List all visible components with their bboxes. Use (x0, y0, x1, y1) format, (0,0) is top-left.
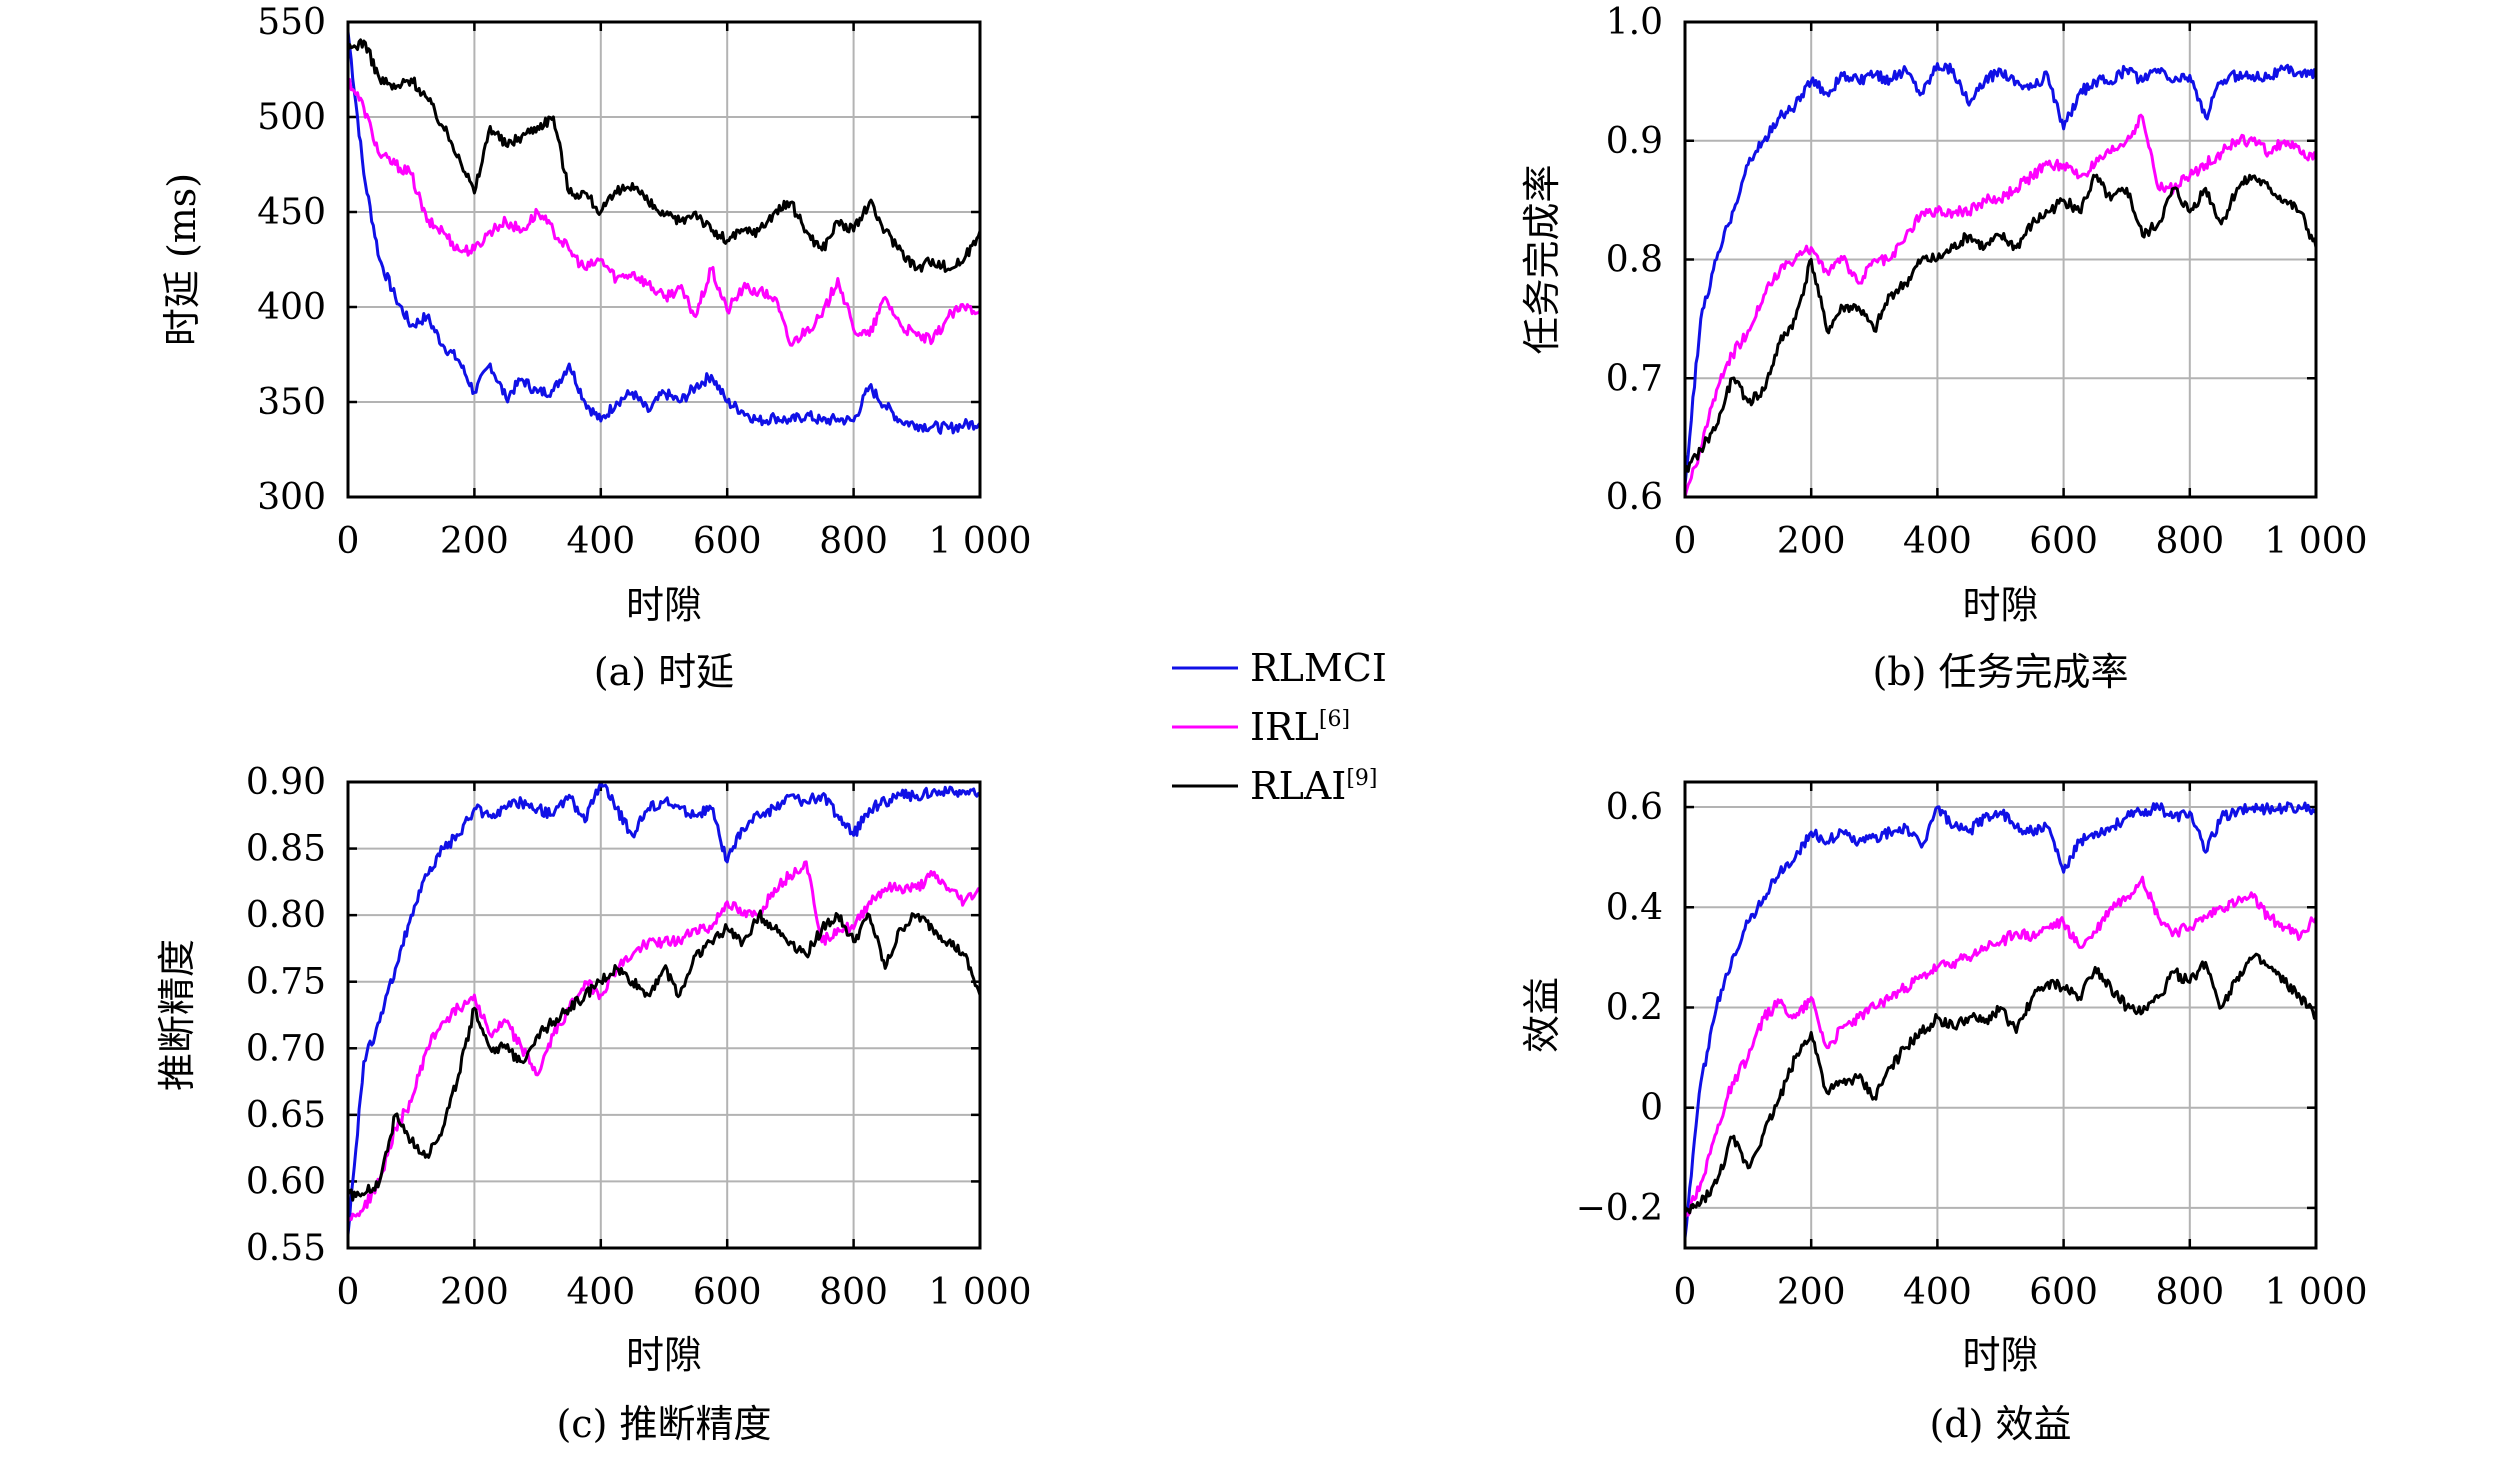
y-tick-label: 350 (257, 382, 326, 423)
chart-d: 0 200 400 600 800 1 000 −0.2 0 0.2 0.4 0.6 时隙 效益 (d) … (1520, 780, 2368, 1446)
legend-label-rlai: RLAI[9] (1250, 764, 1377, 808)
x-tick-label: 0 (337, 521, 360, 562)
x-axis-label: 时隙 (626, 1333, 702, 1377)
y-tick-label: 500 (257, 97, 326, 138)
y-tick-label: 0.80 (246, 895, 326, 936)
x-tick-label: 0 (337, 1272, 360, 1313)
series-line-rlai (348, 38, 980, 273)
y-tick-label: 1.0 (1606, 2, 1663, 43)
y-tick-label: 0.8 (1606, 240, 1663, 281)
y-tick-label: 0.75 (246, 962, 326, 1003)
x-tick-label: 0 (1674, 1272, 1697, 1313)
x-tick-label: 200 (440, 1272, 509, 1313)
y-tick-label: 0.55 (246, 1228, 326, 1269)
y-tick-label: 0.85 (246, 829, 326, 870)
legend: RLMCI IRL[6] RLAI[9] (1172, 646, 1387, 808)
legend-label-rlmci: RLMCI (1250, 646, 1387, 690)
x-tick-label: 200 (1777, 1272, 1846, 1313)
y-tick-label: 0.2 (1606, 987, 1663, 1028)
x-axis-label: 时隙 (1962, 583, 2038, 627)
x-tick-label: 1 000 (928, 1272, 1031, 1313)
series-line-rlai (1685, 952, 2316, 1215)
legend-label-irl: IRL[6] (1250, 705, 1350, 749)
chart-c: 0 200 400 600 800 1 000 0.55 0.60 0.65 0.70 0.75 0.… (155, 762, 1032, 1446)
y-tick-label: 0 (1640, 1088, 1663, 1129)
series-line-rlmci (348, 31, 980, 435)
y-axis-label: 效益 (1520, 977, 1564, 1053)
x-axis-label: 时隙 (1962, 1333, 2038, 1377)
x-tick-label: 600 (2029, 521, 2098, 562)
plot-frame (346, 780, 982, 1250)
chart-caption: (d) 效益 (1929, 1402, 2071, 1446)
y-tick-label: 0.6 (1606, 787, 1663, 828)
plot-frame (346, 20, 982, 499)
y-tick-label: 300 (257, 477, 326, 518)
series-line-rlai (348, 909, 980, 1202)
y-tick-label: 400 (257, 287, 326, 328)
x-tick-label: 1 000 (2264, 521, 2367, 562)
y-tick-label: 550 (257, 2, 326, 43)
chart-caption: (b) 任务完成率 (1872, 650, 2128, 694)
y-tick-label: −0.2 (1576, 1188, 1663, 1229)
y-tick-label: 0.65 (246, 1095, 326, 1136)
y-tick-label: 450 (257, 192, 326, 233)
x-tick-label: 800 (819, 521, 888, 562)
x-tick-label: 400 (566, 1272, 635, 1313)
x-tick-label: 1 000 (2264, 1272, 2367, 1313)
x-tick-label: 600 (693, 521, 762, 562)
plot-frame (1683, 780, 2318, 1250)
x-tick-label: 800 (2155, 521, 2224, 562)
x-tick-label: 200 (1777, 521, 1846, 562)
x-tick-label: 200 (440, 521, 509, 562)
y-tick-label: 0.70 (246, 1028, 326, 1069)
x-axis-label: 时隙 (626, 583, 702, 627)
series-line-irl (348, 860, 980, 1223)
y-tick-label: 0.90 (246, 762, 326, 803)
series-line-rlmci (1685, 801, 2316, 1239)
x-tick-label: 1 000 (928, 521, 1031, 562)
chart-a: 0 200 400 600 800 1 000 300 350 400 450 500 550 时隙 时延… (160, 2, 1032, 694)
y-axis-label: 推断精度 (155, 939, 199, 1091)
series-line-irl (1685, 875, 2316, 1219)
x-tick-label: 400 (1903, 521, 1972, 562)
x-tick-label: 400 (1903, 1272, 1972, 1313)
x-tick-label: 800 (2155, 1272, 2224, 1313)
chart-caption: (c) 推断精度 (556, 1402, 771, 1446)
series-line-irl (1685, 113, 2316, 497)
x-tick-label: 800 (819, 1272, 888, 1313)
y-tick-label: 0.60 (246, 1161, 326, 1202)
x-tick-label: 0 (1674, 521, 1697, 562)
y-axis-label: 时延 (ms) (160, 173, 204, 346)
x-tick-label: 400 (566, 521, 635, 562)
chart-caption: (a) 时延 (594, 650, 734, 694)
y-tick-label: 0.9 (1606, 121, 1663, 162)
series-line-rlai (1685, 173, 2316, 474)
x-tick-label: 600 (693, 1272, 762, 1313)
plot-frame (1683, 20, 2318, 499)
y-tick-label: 0.7 (1606, 358, 1663, 399)
chart-b: 0 200 400 600 800 1 000 0.6 0.7 0.8 0.9 1.0 时隙 任务完成率… (1520, 2, 2368, 694)
x-tick-label: 600 (2029, 1272, 2098, 1313)
y-axis-label: 任务完成率 (1520, 164, 1564, 354)
y-tick-label: 0.6 (1606, 477, 1663, 518)
y-tick-label: 0.4 (1606, 887, 1663, 928)
series-line-irl (348, 77, 980, 347)
series-line-rlmci (1685, 62, 2316, 486)
series-line-rlmci (348, 782, 980, 1235)
